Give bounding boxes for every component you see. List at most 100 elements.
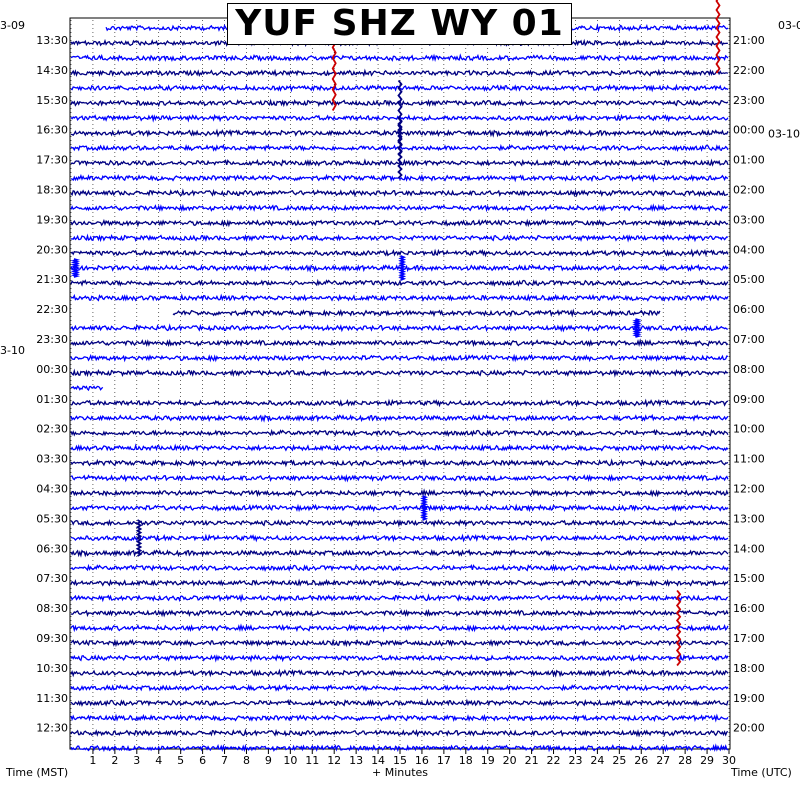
right-time-label: 06:00 xyxy=(733,303,765,316)
right-time-label: 02:00 xyxy=(733,184,765,197)
right-time-label: 00:00 xyxy=(733,124,765,137)
x-tick-label: 15 xyxy=(393,754,407,767)
x-tick-label: 23 xyxy=(568,754,582,767)
seismic-event xyxy=(398,255,407,281)
seismic-trace xyxy=(70,623,729,633)
seismic-trace xyxy=(70,458,729,468)
x-axis-label: + Minutes xyxy=(372,766,429,779)
seismic-trace xyxy=(70,188,729,198)
seismic-trace xyxy=(172,308,661,318)
left-time-label: 10:30 xyxy=(36,662,68,675)
x-tick-label: 16 xyxy=(415,754,429,767)
right-time-label: 20:00 xyxy=(733,722,765,735)
right-time-label: 17:00 xyxy=(733,632,765,645)
right-time-label: 04:00 xyxy=(733,243,765,256)
right-time-label: 12:00 xyxy=(733,483,765,496)
seismic-trace xyxy=(70,728,729,738)
seismic-trace xyxy=(70,578,729,587)
seismic-event xyxy=(135,519,143,557)
seismic-trace xyxy=(70,233,729,243)
seismic-trace xyxy=(70,158,729,167)
x-tick-label: 14 xyxy=(371,754,385,767)
x-tick-label: 22 xyxy=(547,754,561,767)
left-date-label: 03-09 xyxy=(0,19,25,32)
right-time-label: 05:00 xyxy=(733,273,765,286)
left-time-label: 00:30 xyxy=(36,363,68,376)
x-tick-label: 7 xyxy=(221,754,228,767)
seismic-trace xyxy=(70,68,729,78)
seismic-trace xyxy=(70,518,729,528)
left-date-label: 03-10 xyxy=(0,344,25,357)
seismic-trace xyxy=(70,608,729,618)
grid-layer xyxy=(70,20,730,748)
left-time-label: 11:30 xyxy=(36,692,68,705)
seismic-trace xyxy=(70,173,729,183)
right-time-label: 13:00 xyxy=(733,512,765,525)
x-tick-label: 2 xyxy=(111,754,118,767)
left-time-label: 01:30 xyxy=(36,393,68,406)
left-time-label: 20:30 xyxy=(36,243,68,256)
x-tick-label: 4 xyxy=(155,754,162,767)
chart-title: YUF SHZ WY 01 xyxy=(235,3,564,44)
x-tick-label: 18 xyxy=(459,754,473,767)
seismic-trace xyxy=(70,248,729,258)
y-axis-label-left: Time (MST) xyxy=(6,766,69,779)
right-time-label: 18:00 xyxy=(733,662,765,675)
right-time-label: 09:00 xyxy=(733,393,765,406)
x-tick-label: 10 xyxy=(283,754,297,767)
right-time-label: 15:00 xyxy=(733,572,765,585)
seismic-trace xyxy=(70,53,729,63)
left-time-label: 12:30 xyxy=(36,722,68,735)
x-tick-label: 26 xyxy=(634,754,648,767)
right-time-label: 23:00 xyxy=(733,94,765,107)
left-time-label: 23:30 xyxy=(36,333,68,346)
x-tick-label: 21 xyxy=(525,754,539,767)
seismic-trace xyxy=(70,533,729,543)
right-date-label: 03-09 xyxy=(778,19,800,32)
left-time-label: 21:30 xyxy=(36,273,68,286)
seismic-trace xyxy=(70,713,729,723)
x-tick-label: 13 xyxy=(349,754,363,767)
seismic-trace xyxy=(70,548,729,558)
x-tick-label: 3 xyxy=(133,754,140,767)
seismic-trace xyxy=(70,743,729,753)
right-time-label: 11:00 xyxy=(733,453,765,466)
left-time-label: 17:30 xyxy=(36,154,68,167)
x-tick-label: 27 xyxy=(656,754,670,767)
left-time-label: 16:30 xyxy=(36,124,68,137)
left-time-label: 06:30 xyxy=(36,542,68,555)
x-tick-label: 29 xyxy=(700,754,714,767)
right-time-label: 08:00 xyxy=(733,363,765,376)
right-time-label: 07:00 xyxy=(733,333,765,346)
seismic-trace xyxy=(70,413,729,423)
x-tick-label: 24 xyxy=(590,754,604,767)
left-time-label: 15:30 xyxy=(36,94,68,107)
x-tick-label: 11 xyxy=(305,754,319,767)
x-tick-label: 9 xyxy=(265,754,272,767)
right-time-label: 22:00 xyxy=(733,64,765,77)
seismic-trace xyxy=(70,488,729,498)
seismic-trace xyxy=(70,278,729,288)
x-tick-label: 5 xyxy=(177,754,184,767)
left-time-label: 09:30 xyxy=(36,632,68,645)
left-time-label: 19:30 xyxy=(36,213,68,226)
seismic-trace xyxy=(70,385,104,392)
right-time-label: 19:00 xyxy=(733,692,765,705)
x-tick-label: 25 xyxy=(612,754,626,767)
seismic-event xyxy=(675,589,682,667)
seismic-event xyxy=(632,318,642,338)
seismic-trace xyxy=(70,353,729,363)
seismic-trace xyxy=(70,698,729,708)
left-time-label: 04:30 xyxy=(36,483,68,496)
x-tick-label: 17 xyxy=(437,754,451,767)
events-layer xyxy=(70,0,721,667)
seismic-trace xyxy=(70,368,729,378)
left-time-label: 02:30 xyxy=(36,423,68,436)
seismic-trace xyxy=(70,218,729,228)
seismic-trace xyxy=(70,668,729,678)
x-tick-label: 1 xyxy=(89,754,96,767)
right-time-label: 21:00 xyxy=(733,34,765,47)
left-time-label: 05:30 xyxy=(36,512,68,525)
left-time-label: 14:30 xyxy=(36,64,68,77)
seismic-trace xyxy=(70,443,729,452)
